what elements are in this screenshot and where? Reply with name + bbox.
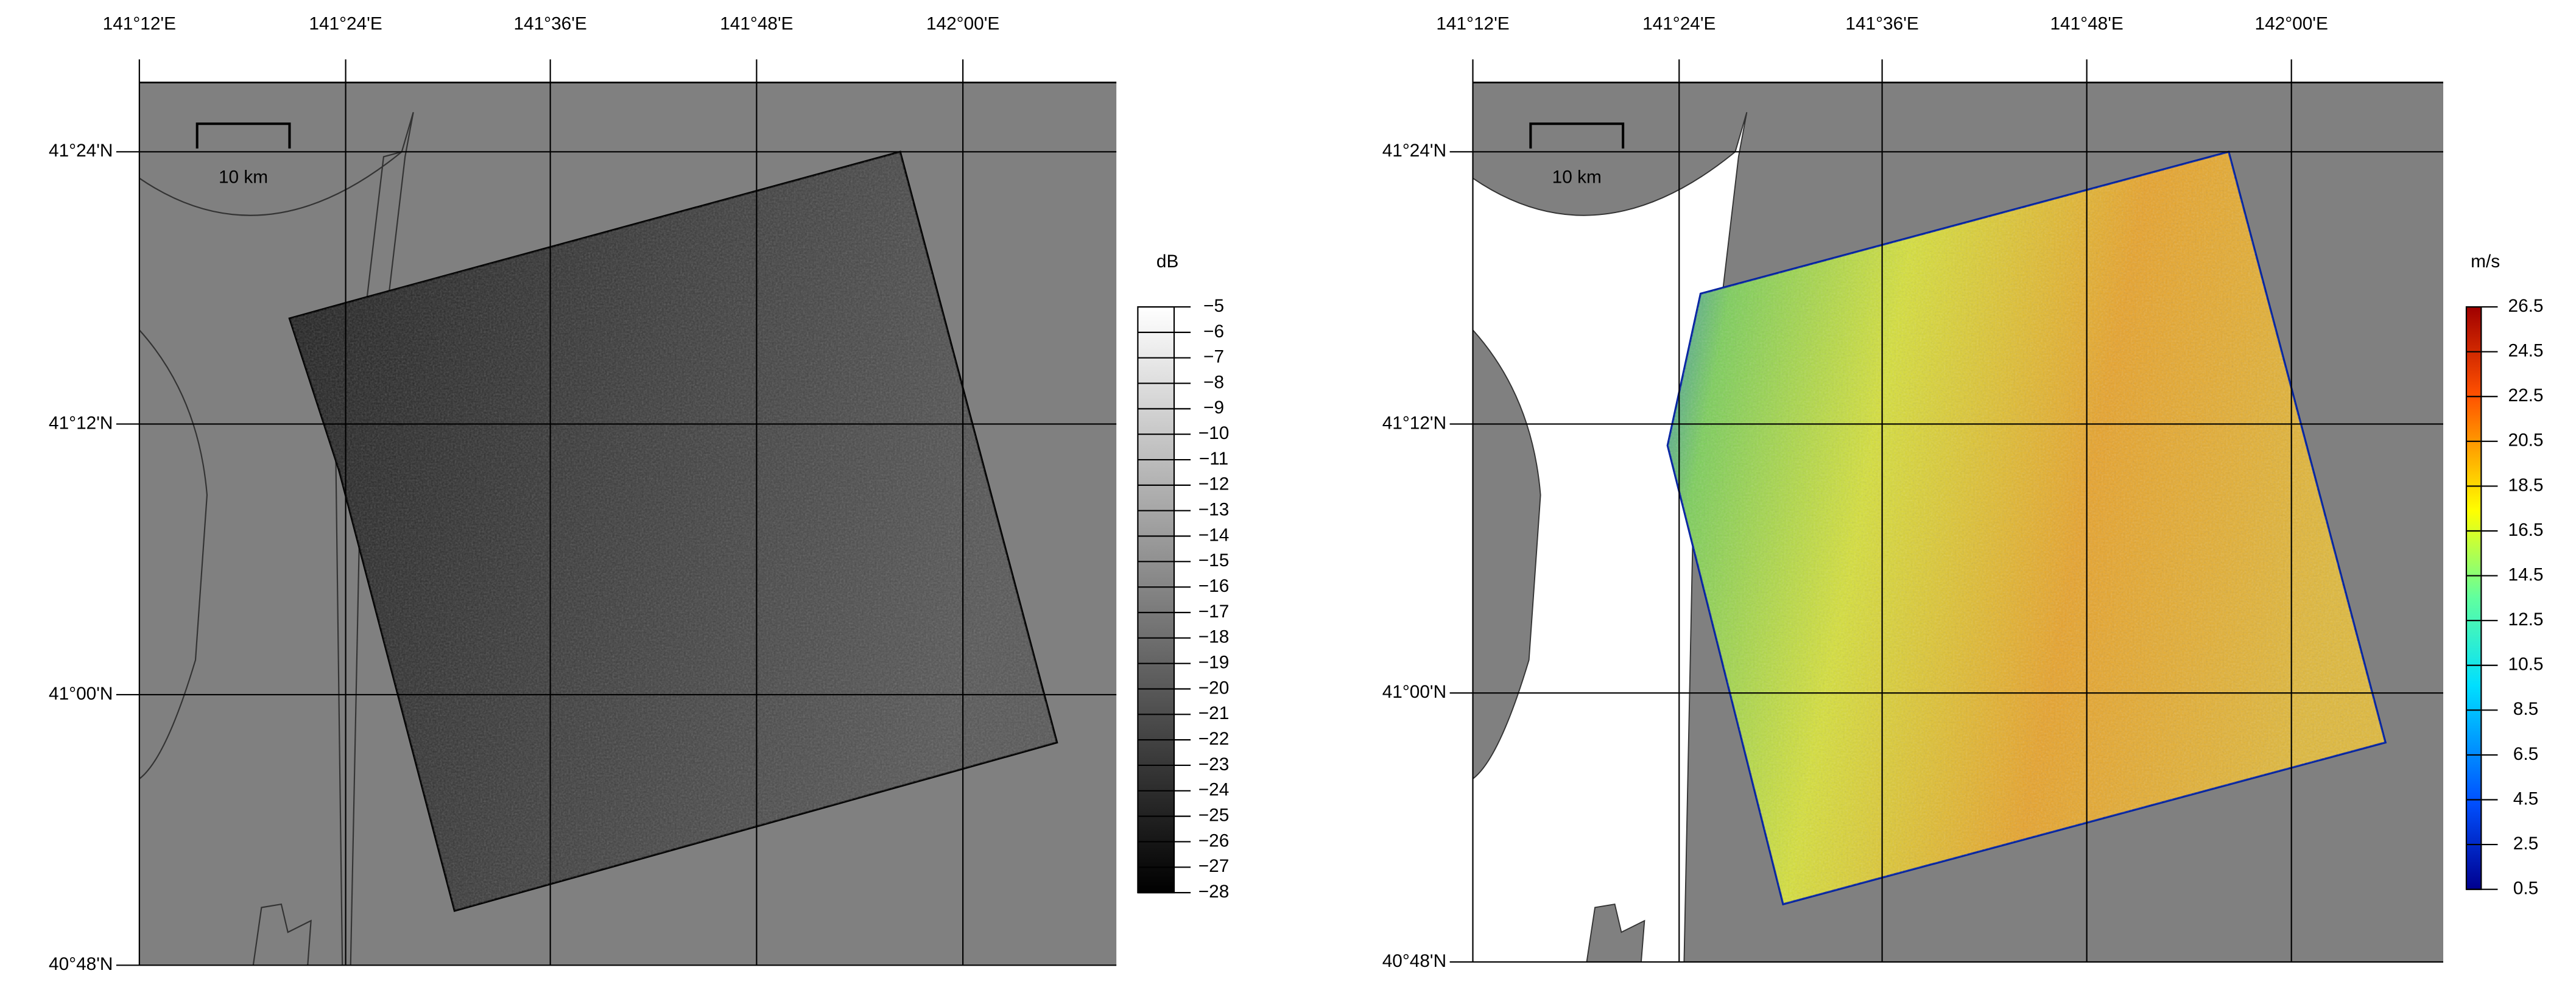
lon-label: 142°00'E — [926, 14, 999, 34]
lat-label: 41°24'N — [1382, 141, 1446, 161]
colorbar-units: m/s — [2471, 251, 2500, 272]
colorbar-tick-label: −22 — [1198, 729, 1230, 749]
lon-label: 141°36'E — [513, 14, 586, 34]
lat-label: 41°24'N — [49, 141, 113, 161]
colorbar-tick-label: 12.5 — [2508, 609, 2544, 630]
colorbar-tick-label: −28 — [1198, 882, 1230, 902]
map-panel: 141°12'E 141°24'E 141°36'E 141°48'E 142°00'E… — [49, 14, 1229, 975]
lat-label: 40°48'N — [49, 954, 113, 974]
colorbar-units: dB — [1156, 251, 1178, 272]
colorbar-tick-label: 26.5 — [2508, 296, 2544, 316]
colorbar-tick-label: 20.5 — [2508, 430, 2544, 451]
colorbar-tick-label: 2.5 — [2513, 834, 2538, 854]
colorbar — [1137, 306, 1175, 894]
colorbar-tick-label: −24 — [1198, 780, 1230, 800]
colorbar-tick-label: −16 — [1198, 576, 1230, 596]
colorbar-tick-label: 6.5 — [2513, 744, 2538, 764]
scale-bar — [1529, 122, 1625, 149]
colorbar-tick-label: 10.5 — [2508, 655, 2544, 675]
colorbar — [2465, 306, 2482, 890]
coastline — [252, 903, 312, 966]
colorbar-tick-label: 16.5 — [2508, 520, 2544, 540]
lat-label: 40°48'N — [1382, 951, 1446, 971]
colorbar-tick-label: 24.5 — [2508, 341, 2544, 361]
scale-bar-label: 10 km — [219, 167, 268, 188]
colorbar-tick-label: 4.5 — [2513, 788, 2538, 809]
colorbar-tick-label: −9 — [1203, 398, 1224, 418]
scale-bar-label: 10 km — [1552, 167, 1602, 188]
lon-label: 141°48'E — [2050, 14, 2123, 34]
bay — [1472, 328, 1541, 781]
colorbar-tick-label: 0.5 — [2513, 879, 2538, 899]
map-panel: 141°12'E 141°24'E 141°36'E 141°48'E 142°00'E… — [1382, 14, 2544, 971]
lat-label: 41°12'N — [1382, 413, 1446, 433]
swath-texture — [289, 152, 1057, 911]
colorbar-tick-label: −19 — [1198, 653, 1230, 673]
colorbar-tick-label: −21 — [1198, 703, 1230, 723]
lat-label: 41°12'N — [49, 413, 113, 433]
colorbar-tick-label: −25 — [1198, 806, 1230, 826]
colorbar-tick-label: −18 — [1198, 627, 1230, 647]
colorbar-tick-label: −15 — [1198, 550, 1230, 570]
lon-label: 141°48'E — [720, 14, 793, 34]
lat-label: 41°00'N — [1382, 682, 1446, 702]
land — [1472, 112, 1748, 963]
colorbar-tick-label: −23 — [1198, 754, 1230, 774]
lon-label: 141°12'E — [103, 14, 176, 34]
colorbar-tick-label: −11 — [1199, 449, 1228, 469]
colorbar-tick-label: −14 — [1198, 525, 1230, 545]
lon-label: 142°00'E — [2255, 14, 2328, 34]
colorbar-tick-label: −5 — [1203, 296, 1224, 316]
colorbar-tick-label: −10 — [1198, 423, 1230, 443]
colorbar-tick-label: −20 — [1198, 678, 1230, 698]
colorbar-tick-label: −8 — [1203, 372, 1224, 392]
colorbar-tick-label: −26 — [1198, 830, 1230, 851]
coastline — [139, 329, 208, 779]
colorbar-tick-label: −7 — [1203, 347, 1224, 367]
lon-label: 141°12'E — [1436, 14, 1509, 34]
colorbar-tick-label: 14.5 — [2508, 564, 2544, 585]
swath-texture — [1667, 152, 2386, 905]
colorbar-tick-label: −12 — [1198, 474, 1230, 494]
colorbar-tick-label: −6 — [1203, 321, 1224, 342]
colorbar-tick-label: −27 — [1198, 856, 1230, 876]
colorbar-tick-label: 18.5 — [2508, 475, 2544, 495]
lon-label: 141°24'E — [1642, 14, 1716, 34]
lon-label: 141°24'E — [309, 14, 382, 34]
lon-label: 141°36'E — [1845, 14, 1918, 34]
colorbar-tick-label: 22.5 — [2508, 385, 2544, 405]
lat-label: 41°00'N — [49, 684, 113, 704]
colorbar-tick-label: 8.5 — [2513, 699, 2538, 719]
scale-bar — [195, 122, 291, 149]
colorbar-tick-label: −13 — [1198, 500, 1230, 520]
colorbar-tick-label: −17 — [1198, 602, 1230, 622]
